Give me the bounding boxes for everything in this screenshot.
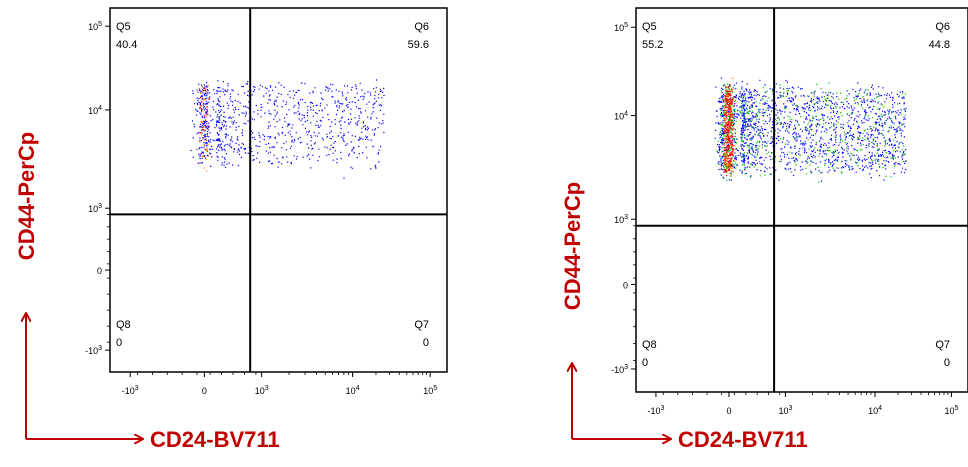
quadrant-name: Q6 bbox=[414, 21, 429, 33]
y-tick-label: 104 bbox=[614, 111, 628, 122]
quadrant-percent: 0 bbox=[642, 357, 648, 369]
quadrant-name: Q7 bbox=[935, 339, 950, 351]
y-axis-label: CD44-PerCp bbox=[14, 132, 39, 260]
quadrant-percent: 0 bbox=[116, 337, 122, 349]
y-tick-label: -103 bbox=[85, 345, 102, 356]
events-high-density bbox=[199, 84, 210, 172]
dot-plot-left: Q5 40.4 Q6 59.6 Q8 0 Q7 0 -103 0 103 104 105 105 104 10… bbox=[14, 7, 448, 452]
dot-plot-right: Q5 55.2 Q6 44.8 Q8 0 Q7 0 -103 0 103 104 105 105 104 10… bbox=[560, 7, 968, 452]
x-tick-label: 103 bbox=[778, 405, 792, 416]
y-axis-label: CD44-PerCp bbox=[560, 182, 585, 310]
x-tick-label: 105 bbox=[423, 385, 437, 396]
y-tick-label: 0 bbox=[97, 266, 102, 276]
x-tick-label: 105 bbox=[944, 405, 958, 416]
y-tick-label: 103 bbox=[88, 203, 102, 214]
quadrant-name: Q5 bbox=[642, 21, 657, 33]
quadrant-name: Q8 bbox=[116, 319, 131, 331]
plot-frame bbox=[635, 7, 968, 393]
plot-frame bbox=[109, 7, 448, 373]
x-tick-label: 104 bbox=[346, 385, 360, 396]
x-axis-label: CD24-BV711 bbox=[678, 427, 808, 452]
y-tick-label: 105 bbox=[88, 21, 102, 32]
quadrant-name: Q5 bbox=[116, 21, 131, 33]
x-tick-label: -103 bbox=[122, 385, 139, 396]
events-high-density bbox=[723, 77, 735, 177]
y-tick-label: 0 bbox=[623, 280, 628, 290]
quadrant-percent: 40.4 bbox=[116, 39, 137, 51]
x-tick-label: 0 bbox=[726, 406, 731, 416]
y-tick-label: 104 bbox=[88, 105, 102, 116]
x-tick-label: 0 bbox=[202, 386, 207, 396]
events-low-density bbox=[714, 77, 907, 182]
quadrant-percent: 0 bbox=[423, 337, 429, 349]
y-tick-label: 105 bbox=[614, 22, 628, 33]
y-tick-label: -103 bbox=[611, 364, 628, 375]
quadrant-percent: 59.6 bbox=[408, 39, 429, 51]
x-tick-label: 103 bbox=[255, 385, 269, 396]
x-axis-label: CD24-BV711 bbox=[150, 427, 280, 452]
quadrant-percent: 55.2 bbox=[642, 39, 663, 51]
events-peak-density bbox=[723, 84, 735, 177]
quadrant-name: Q8 bbox=[642, 339, 657, 351]
x-tick-label: 104 bbox=[868, 405, 882, 416]
quadrant-name: Q7 bbox=[414, 319, 429, 331]
quadrant-percent: 44.8 bbox=[929, 39, 950, 51]
y-tick-label: 103 bbox=[614, 214, 628, 225]
quadrant-name: Q6 bbox=[935, 21, 950, 33]
quadrant-percent: 0 bbox=[944, 357, 950, 369]
x-tick-label: -103 bbox=[647, 405, 664, 416]
